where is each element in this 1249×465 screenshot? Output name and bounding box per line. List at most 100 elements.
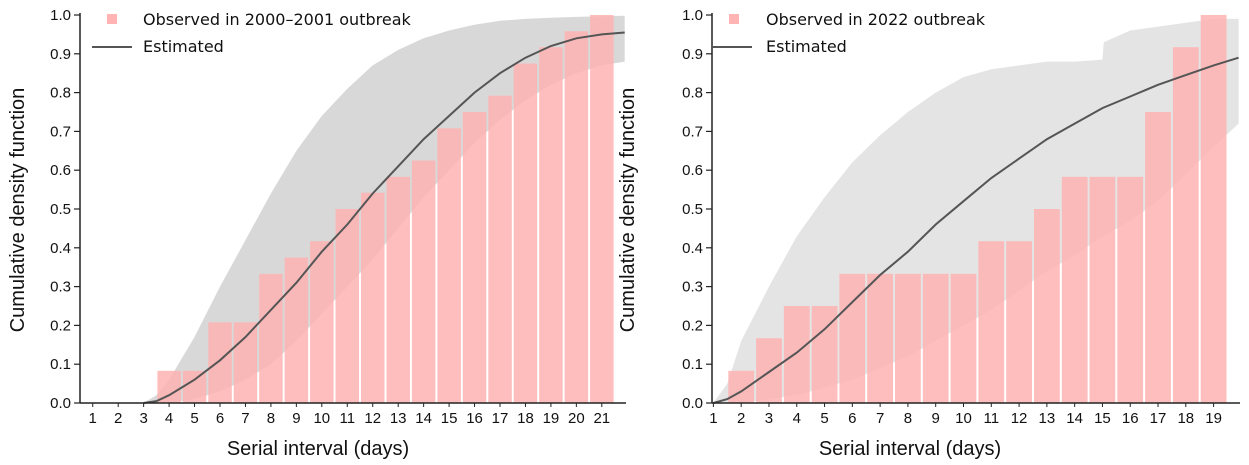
left-legend-observed-label: Observed in 2000–2001 outbreak [143, 10, 411, 29]
right-observed-bar-day-17 [1145, 112, 1171, 403]
right-observed-bar-day-9 [922, 273, 949, 403]
right-x-tick-label-2: 2 [737, 410, 745, 427]
left-x-tick-label-1: 1 [89, 410, 97, 427]
left-observed-bar-day-5 [182, 370, 207, 403]
right-observed-bar-day-8 [895, 273, 921, 403]
right-observed-bar-day-19 [1200, 15, 1227, 403]
right-legend-observed-swatch [729, 14, 739, 24]
left-legend-observed-swatch [107, 14, 117, 24]
left-observed-bars-group [157, 15, 614, 404]
left-estimated-line [143, 31, 625, 404]
left-x-tick-label-2: 2 [114, 410, 122, 427]
right-observed-bar-day-16 [1117, 176, 1144, 403]
right-x-tick-label-3: 3 [765, 410, 773, 427]
right-x-tick-label-8: 8 [904, 410, 912, 427]
right-x-tick-label-10: 10 [955, 410, 972, 427]
left-observed-bar-day-7 [233, 322, 258, 403]
right-y-tick-label-0.2: 0.2 [682, 317, 703, 334]
left-y-tick-label-0.4: 0.4 [50, 240, 71, 257]
right-x-tick-label-11: 11 [983, 410, 999, 427]
left-observed-bar-day-11 [335, 209, 359, 403]
right-ticks-group: 0.00.10.20.30.40.50.60.70.80.91.01 2 3 4 5 6 7… [682, 7, 1222, 427]
left-observed-bar-day-6 [208, 322, 232, 403]
right-observed-bar-day-12 [1006, 241, 1032, 403]
right-observed-bars-group [728, 15, 1227, 403]
right-x-tick-label-18: 18 [1177, 410, 1194, 427]
left-observed-bar-day-15 [437, 128, 461, 404]
right-legend: Observed in 2022 outbreak Estimated [712, 10, 986, 56]
right-x-tick-label-16: 16 [1122, 410, 1139, 427]
left-observed-bar-day-19 [539, 47, 563, 403]
left-legend-estimated-label: Estimated [143, 37, 224, 56]
right-observed-bar-day-13 [1034, 209, 1060, 403]
right-y-tick-label-1.0: 1.0 [682, 7, 703, 24]
right-observed-bar-day-4 [783, 306, 810, 403]
right-estimated-line-group [713, 56, 1239, 404]
right-legend-estimated-label: Estimated [766, 37, 847, 56]
right-panel: 0.00.10.20.30.40.50.60.70.80.91.01 2 3 4 5 6 7… [617, 7, 1240, 460]
left-x-tick-label-19: 19 [543, 410, 560, 427]
right-observed-bar-day-10 [950, 273, 977, 403]
left-x-tick-label-13: 13 [390, 410, 407, 427]
left-ticks-group: 0.00.10.20.30.40.50.60.70.80.91.01 2 3 4 5 6 7… [50, 7, 610, 427]
left-x-tick-label-9: 9 [292, 410, 300, 427]
left-x-tick-label-7: 7 [241, 410, 249, 427]
right-observed-bar-day-6 [839, 273, 866, 403]
right-y-tick-label-0.3: 0.3 [682, 279, 703, 296]
left-y-tick-label-1.0: 1.0 [50, 7, 71, 24]
left-x-tick-label-6: 6 [216, 410, 224, 427]
left-observed-bar-day-9 [284, 257, 309, 403]
right-observed-bar-day-15 [1089, 176, 1116, 403]
left-observed-bar-day-12 [361, 192, 385, 403]
left-x-tick-label-15: 15 [441, 410, 458, 427]
left-x-tick-label-14: 14 [415, 410, 432, 427]
right-x-tick-label-13: 13 [1039, 410, 1056, 427]
left-observed-bar-day-20 [564, 31, 589, 404]
left-y-tick-label-0.9: 0.9 [50, 46, 71, 63]
left-y-tick-label-0.6: 0.6 [50, 162, 71, 179]
left-y-tick-label-0.2: 0.2 [50, 317, 71, 334]
left-x-tick-label-10: 10 [313, 410, 330, 427]
right-y-tick-label-0.9: 0.9 [682, 46, 703, 63]
left-observed-bar-day-13 [386, 176, 410, 403]
left-y-tick-label-0.8: 0.8 [50, 85, 71, 102]
right-x-tick-label-6: 6 [848, 410, 856, 427]
right-x-tick-label-5: 5 [820, 410, 828, 427]
left-observed-bar-day-14 [411, 160, 436, 403]
left-x-tick-label-21: 21 [593, 410, 610, 427]
right-x-tick-label-12: 12 [1011, 410, 1028, 427]
left-x-tick-label-4: 4 [165, 410, 173, 427]
left-x-tick-label-5: 5 [190, 410, 198, 427]
right-observed-bar-day-3 [756, 338, 782, 403]
left-y-axis-label: Cumulative density function [7, 88, 29, 333]
right-y-tick-label-0.4: 0.4 [682, 240, 703, 257]
left-x-tick-label-8: 8 [267, 410, 275, 427]
left-x-tick-label-3: 3 [139, 410, 147, 427]
right-y-tick-label-0.0: 0.0 [682, 395, 703, 412]
right-x-tick-label-15: 15 [1094, 410, 1111, 427]
left-y-tick-label-0.5: 0.5 [50, 201, 71, 218]
left-legend: Observed in 2000–2001 outbreak Estimated [92, 10, 411, 56]
right-x-tick-label-17: 17 [1150, 410, 1167, 427]
right-estimated-line [713, 56, 1239, 404]
left-y-tick-label-0.1: 0.1 [50, 356, 71, 373]
right-x-tick-label-14: 14 [1066, 410, 1083, 427]
right-y-tick-label-0.7: 0.7 [682, 123, 703, 140]
right-observed-bar-day-14 [1061, 176, 1088, 403]
right-observed-bar-day-11 [978, 241, 1005, 403]
right-y-tick-label-0.1: 0.1 [682, 356, 703, 373]
right-y-axis-label: Cumulative density function [617, 88, 639, 333]
left-observed-bar-day-16 [462, 112, 487, 403]
left-panel: 0.00.10.20.30.40.50.60.70.80.91.01 2 3 4 5 6 7… [7, 7, 626, 460]
right-x-tick-label-7: 7 [876, 410, 884, 427]
right-legend-observed-label: Observed in 2022 outbreak [766, 10, 986, 29]
left-estimated-line-group [143, 31, 625, 404]
left-x-tick-label-18: 18 [517, 410, 534, 427]
right-axes-group [711, 13, 1240, 404]
left-observed-bar-day-4 [157, 370, 181, 403]
right-x-axis-label: Serial interval (days) [819, 438, 1001, 460]
right-x-tick-label-9: 9 [932, 410, 940, 427]
left-x-tick-label-11: 11 [339, 410, 355, 427]
right-observed-bar-day-7 [867, 273, 893, 403]
right-observed-bar-day-18 [1172, 47, 1199, 403]
